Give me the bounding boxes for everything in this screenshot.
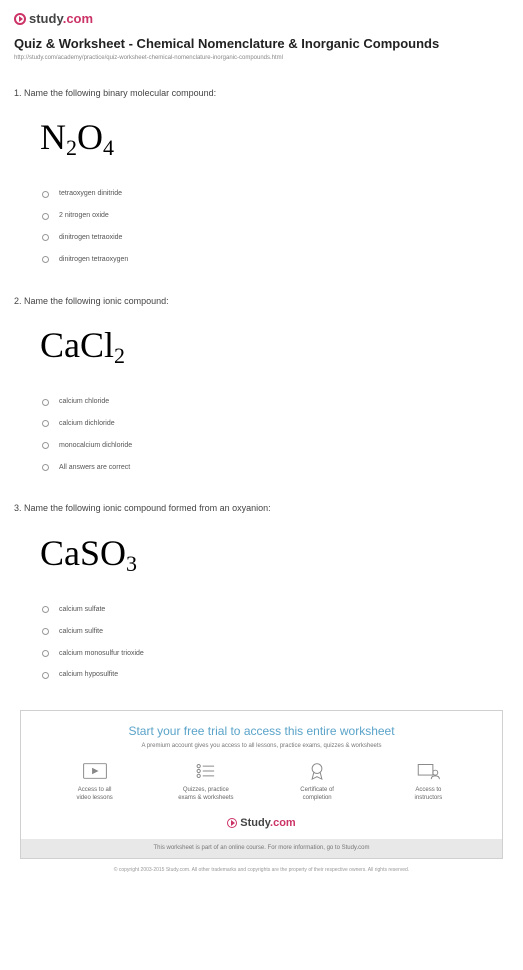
option[interactable]: dinitrogen tetraoxygen <box>42 255 509 265</box>
option[interactable]: calcium sulfite <box>42 627 509 637</box>
radio-icon[interactable] <box>42 420 49 427</box>
radio-icon[interactable] <box>42 399 49 406</box>
promo-item-label: completion <box>303 795 332 802</box>
logo-text: study.com <box>29 10 93 28</box>
question-text: 3. Name the following ionic compound for… <box>14 502 509 515</box>
site-logo: study.com <box>14 10 509 28</box>
option[interactable]: monocalcium dichloride <box>42 441 509 451</box>
play-circle-icon <box>14 13 26 25</box>
option[interactable]: tetraoxygen dinitride <box>42 189 509 199</box>
option[interactable]: 2 nitrogen oxide <box>42 211 509 221</box>
option-label: calcium chloride <box>59 397 109 407</box>
promo-title: Start your free trial to access this ent… <box>31 723 492 740</box>
option-label: monocalcium dichloride <box>59 441 132 451</box>
promo-item-certificate[interactable]: Certificate of completion <box>262 760 373 801</box>
logo-text: Study.com <box>240 816 295 831</box>
formula-cacl2: CaCl2 <box>40 327 509 363</box>
certificate-icon <box>304 760 330 782</box>
radio-icon[interactable] <box>42 442 49 449</box>
radio-icon[interactable] <box>42 606 49 613</box>
option-label: calcium sulfate <box>59 605 105 615</box>
question-2: 2. Name the following ionic compound: Ca… <box>14 295 509 473</box>
promo-item-instructors[interactable]: Access to instructors <box>373 760 484 801</box>
promo-box: Start your free trial to access this ent… <box>20 710 503 858</box>
instructor-icon <box>415 760 441 782</box>
promo-item-label: Certificate of <box>300 787 334 794</box>
question-text: 2. Name the following ionic compound: <box>14 295 509 308</box>
promo-item-quizzes[interactable]: Quizzes, practice exams & worksheets <box>150 760 261 801</box>
option[interactable]: calcium hyposulfite <box>42 670 509 680</box>
formula-caso3: CaSO3 <box>40 535 509 571</box>
option-label: All answers are correct <box>59 463 130 473</box>
promo-logo: Study.com <box>31 816 492 831</box>
video-icon <box>82 760 108 782</box>
radio-icon[interactable] <box>42 464 49 471</box>
options-list: calcium chloride calcium dichloride mono… <box>42 397 509 472</box>
option[interactable]: calcium dichloride <box>42 419 509 429</box>
promo-item-label: instructors <box>415 795 443 802</box>
radio-icon[interactable] <box>42 213 49 220</box>
promo-item-label: exams & worksheets <box>178 795 233 802</box>
question-3: 3. Name the following ionic compound for… <box>14 502 509 680</box>
copyright: © copyright 2003-2015 Study.com. All oth… <box>24 867 499 874</box>
radio-icon[interactable] <box>42 672 49 679</box>
promo-subtitle: A premium account gives you access to al… <box>31 742 492 750</box>
promo-grid: Access to all video lessons Quizzes, pra… <box>31 760 492 811</box>
option-label: calcium dichloride <box>59 419 115 429</box>
play-circle-icon <box>227 818 237 828</box>
option[interactable]: calcium monosulfur trioxide <box>42 649 509 659</box>
page-title: Quiz & Worksheet - Chemical Nomenclature… <box>14 36 509 52</box>
radio-icon[interactable] <box>42 191 49 198</box>
question-text: 1. Name the following binary molecular c… <box>14 87 509 100</box>
formula-n2o4: N2O4 <box>40 119 509 155</box>
option-label: dinitrogen tetraoxygen <box>59 255 128 265</box>
promo-item-label: Access to all <box>78 787 112 794</box>
option-label: 2 nitrogen oxide <box>59 211 109 221</box>
source-url: http://study.com/academy/practice/quiz-w… <box>14 54 509 62</box>
radio-icon[interactable] <box>42 650 49 657</box>
promo-item-label: Access to <box>415 787 441 794</box>
option-label: dinitrogen tetraoxide <box>59 233 122 243</box>
option-label: calcium monosulfur trioxide <box>59 649 144 659</box>
option-label: calcium sulfite <box>59 627 103 637</box>
option[interactable]: calcium chloride <box>42 397 509 407</box>
question-1: 1. Name the following binary molecular c… <box>14 87 509 265</box>
options-list: tetraoxygen dinitride 2 nitrogen oxide d… <box>42 189 509 264</box>
promo-item-label: video lessons <box>76 795 112 802</box>
promo-item-label: Quizzes, practice <box>183 787 229 794</box>
option[interactable]: All answers are correct <box>42 463 509 473</box>
radio-icon[interactable] <box>42 256 49 263</box>
radio-icon[interactable] <box>42 234 49 241</box>
promo-footer: This worksheet is part of an online cour… <box>21 839 502 857</box>
option[interactable]: dinitrogen tetraoxide <box>42 233 509 243</box>
checklist-icon <box>193 760 219 782</box>
option-label: calcium hyposulfite <box>59 670 118 680</box>
options-list: calcium sulfate calcium sulfite calcium … <box>42 605 509 680</box>
option[interactable]: calcium sulfate <box>42 605 509 615</box>
radio-icon[interactable] <box>42 628 49 635</box>
promo-item-video[interactable]: Access to all video lessons <box>39 760 150 801</box>
option-label: tetraoxygen dinitride <box>59 189 122 199</box>
